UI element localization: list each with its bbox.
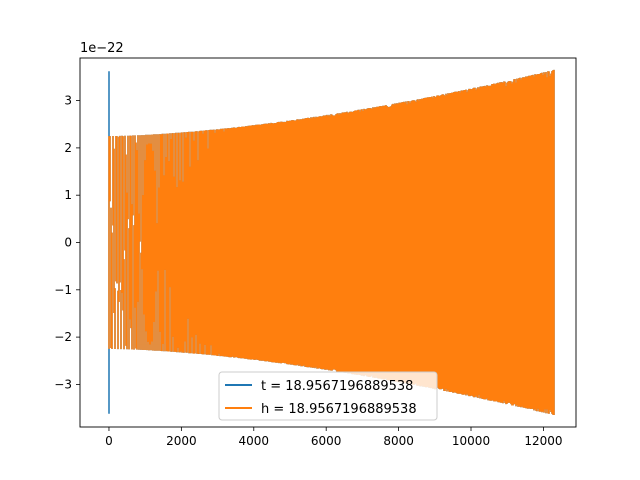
x-tick-label: 6000 xyxy=(311,434,342,448)
y-tick-label: −1 xyxy=(54,283,72,297)
y-tick-label: −3 xyxy=(54,377,72,391)
x-tick-label: 2000 xyxy=(166,434,197,448)
y-tick-label: 2 xyxy=(64,141,72,155)
legend: t = 18.9567196889538 h = 18.956719688953… xyxy=(218,371,438,421)
y-scale-label: 1e−22 xyxy=(80,41,124,56)
y-axis: −3 −2 −1 0 1 2 3 xyxy=(54,94,80,391)
x-tick-label: 12000 xyxy=(524,434,562,448)
x-tick-label: 8000 xyxy=(383,434,414,448)
x-tick-label: 4000 xyxy=(239,434,270,448)
y-tick-label: 0 xyxy=(64,236,72,250)
legend-label-h: h = 18.9567196889538 xyxy=(261,402,417,417)
y-tick-label: 3 xyxy=(64,94,72,108)
series-line-h xyxy=(108,69,555,415)
legend-label-t: t = 18.9567196889538 xyxy=(261,379,413,394)
series-layer xyxy=(108,69,555,415)
x-tick-label: 0 xyxy=(105,434,113,448)
y-tick-label: 1 xyxy=(64,188,72,202)
x-axis: 0 2000 4000 6000 8000 10000 12000 xyxy=(105,427,563,448)
y-tick-label: −2 xyxy=(54,330,72,344)
legend-box xyxy=(218,371,438,421)
x-tick-label: 10000 xyxy=(452,434,490,448)
